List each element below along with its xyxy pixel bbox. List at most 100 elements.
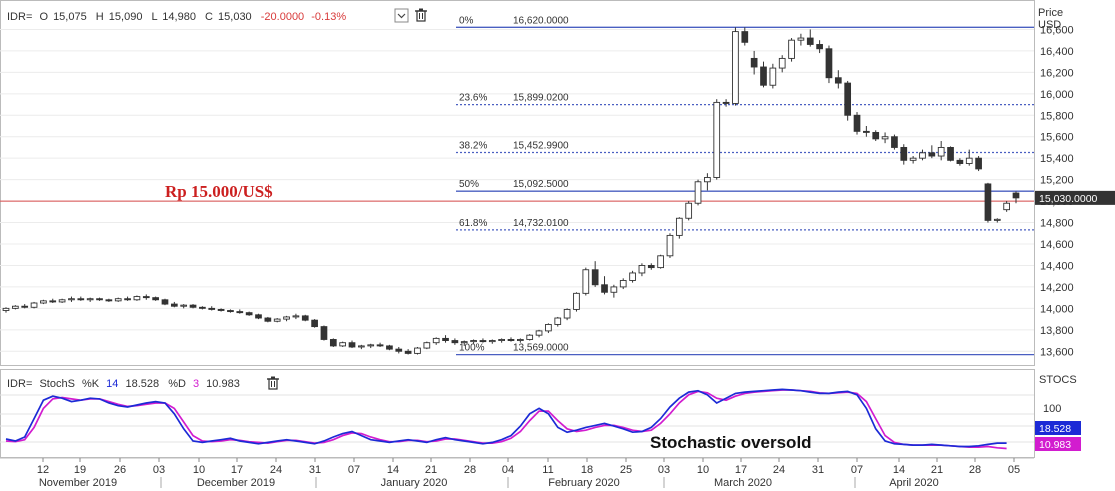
candle-body-down bbox=[591, 269, 599, 286]
candle bbox=[170, 301, 178, 308]
candle bbox=[105, 298, 113, 302]
candle-body-down bbox=[451, 340, 459, 344]
candle-body-down bbox=[891, 136, 898, 148]
candle-body-up bbox=[909, 157, 917, 161]
current-price-value: 15,030.0000 bbox=[1039, 193, 1098, 205]
candle bbox=[872, 130, 880, 142]
candle bbox=[68, 296, 75, 302]
candle bbox=[685, 201, 693, 221]
candle-body-down bbox=[956, 159, 964, 164]
candle bbox=[788, 38, 795, 62]
candle bbox=[573, 292, 580, 312]
candle bbox=[376, 342, 384, 347]
candle bbox=[741, 27, 749, 46]
candle bbox=[937, 141, 945, 161]
candle bbox=[189, 304, 197, 309]
fib-level-pct: 100% bbox=[459, 343, 485, 354]
candle-body-up bbox=[675, 217, 683, 236]
date-tick-label: 11 bbox=[542, 464, 553, 476]
candle bbox=[900, 144, 908, 165]
candle bbox=[479, 338, 487, 343]
price-tick-label: 14,400 bbox=[1040, 260, 1074, 272]
candle-body-up bbox=[666, 234, 674, 257]
candle-body-up bbox=[2, 307, 10, 311]
chevron-down-icon[interactable] bbox=[394, 8, 409, 23]
candle-body-down bbox=[722, 101, 730, 104]
candle bbox=[881, 132, 889, 144]
stoch-name: StochS bbox=[39, 378, 74, 390]
fib-level-value: 14,732.0100 bbox=[513, 218, 569, 229]
price-panel: 13,600 13,800 14,000 14,200 14,400 14,600 14,8… bbox=[0, 0, 1115, 366]
fib-level-pct: 0% bbox=[459, 15, 474, 26]
candle-body-down bbox=[49, 300, 57, 303]
month-label: April 2020 bbox=[889, 477, 939, 489]
candle bbox=[114, 297, 122, 302]
date-tick-label: 31 bbox=[309, 464, 321, 476]
candle-body-down bbox=[301, 315, 309, 321]
candle bbox=[292, 313, 300, 320]
candle-body-down bbox=[947, 147, 954, 161]
candle-body-down bbox=[816, 44, 823, 50]
candle bbox=[947, 146, 954, 162]
candle bbox=[414, 346, 421, 355]
trash-icon[interactable] bbox=[415, 8, 427, 22]
header-close: 15,030 bbox=[218, 11, 252, 23]
candle bbox=[825, 45, 833, 84]
candle bbox=[535, 329, 543, 338]
candle-body-down bbox=[105, 299, 113, 302]
stoch-d-period: 3 bbox=[193, 378, 199, 390]
fib-level-pct: 38.2% bbox=[459, 140, 487, 151]
candle-body-up bbox=[498, 339, 505, 341]
candle-body-down bbox=[479, 340, 487, 343]
date-tick-label: 18 bbox=[581, 464, 593, 476]
date-tick-label: 14 bbox=[893, 464, 905, 476]
candle-body-up bbox=[1003, 202, 1010, 211]
price-gridlines bbox=[0, 28, 1034, 352]
date-tick-label: 10 bbox=[697, 464, 709, 476]
candle bbox=[311, 319, 318, 328]
candle bbox=[769, 63, 777, 89]
price-tick-label: 16,600 bbox=[1040, 24, 1074, 36]
candle-body-down bbox=[227, 310, 234, 313]
candle bbox=[208, 306, 216, 311]
candle-body-down bbox=[320, 326, 328, 340]
stoch-k-tag: 18.528 bbox=[1035, 421, 1081, 435]
trash-icon[interactable] bbox=[267, 376, 279, 390]
candle bbox=[975, 156, 982, 172]
candle-body-up bbox=[283, 316, 290, 320]
candle bbox=[984, 182, 992, 223]
candle-body-up bbox=[919, 152, 926, 159]
candle bbox=[442, 335, 449, 343]
date-tick-label: 19 bbox=[74, 464, 86, 476]
candle bbox=[526, 334, 534, 341]
candle-body-down bbox=[601, 284, 608, 293]
month-label: March 2020 bbox=[714, 477, 772, 489]
candle bbox=[844, 80, 852, 121]
candle bbox=[507, 337, 515, 342]
candle-body-down bbox=[647, 265, 655, 269]
candle bbox=[124, 296, 131, 301]
date-tick-label: 12 bbox=[37, 464, 49, 476]
candle-body-up bbox=[40, 300, 47, 304]
candle-body-up bbox=[358, 345, 365, 348]
candle-body-up bbox=[638, 265, 646, 274]
date-tick-label: 24 bbox=[270, 464, 282, 476]
candle bbox=[517, 338, 524, 343]
candle-body-up bbox=[12, 305, 19, 309]
price-tick-label: 14,000 bbox=[1040, 303, 1074, 315]
candle-body-down bbox=[124, 298, 131, 301]
candle-body-up bbox=[993, 218, 1001, 221]
candle bbox=[86, 297, 94, 302]
candle-body-down bbox=[984, 183, 992, 221]
candlestick-series bbox=[2, 27, 1020, 355]
rate-annotation: Rp 15.000/US$ bbox=[165, 182, 273, 201]
candle bbox=[498, 338, 505, 343]
candle bbox=[993, 218, 1001, 223]
candle-body-up bbox=[778, 57, 786, 69]
candle-body-up bbox=[526, 334, 534, 340]
candle bbox=[161, 298, 169, 306]
candle-body-up bbox=[367, 344, 375, 347]
candle bbox=[49, 298, 57, 303]
candle bbox=[1012, 191, 1020, 204]
stoch-axis-tick-100: 100 bbox=[1043, 403, 1061, 415]
